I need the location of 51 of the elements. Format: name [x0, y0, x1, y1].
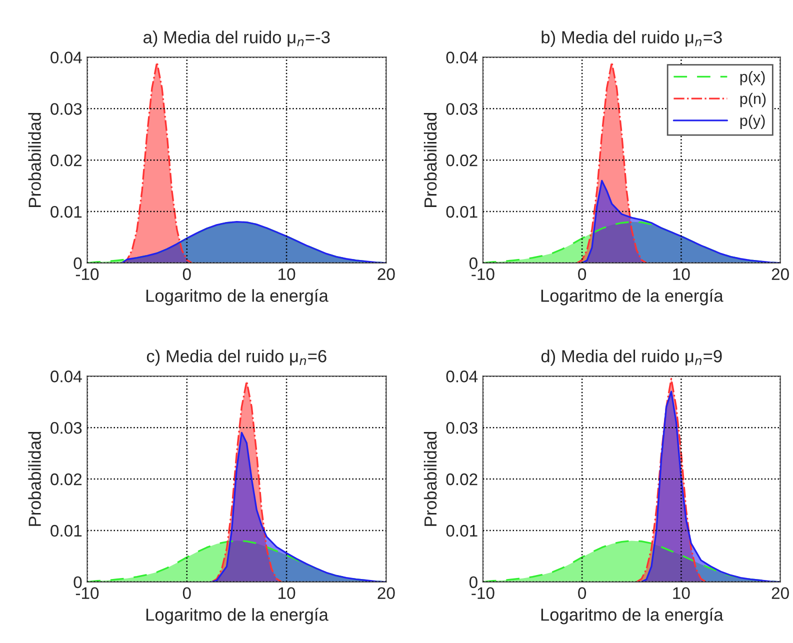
y-tick-label: 0.03	[50, 422, 82, 434]
chart-title: b) Media del ruido μ$_{n}$=3	[542, 30, 722, 47]
chart-title: a) Media del ruido μ$_{n}$=-3	[144, 30, 330, 47]
y-tick-label: 0.02	[50, 473, 82, 486]
x-tick-label: 20	[772, 268, 789, 280]
y-axis-title: Probabilidad	[28, 112, 41, 207]
y-tick-label: 0	[469, 257, 478, 270]
x-tick-label: 10	[278, 587, 296, 600]
y-tick-label: 0.04	[446, 370, 478, 382]
x-tick-label: 0	[182, 587, 191, 600]
x-tick-label: 0	[182, 268, 191, 280]
y-tick-label: 0.03	[446, 422, 478, 434]
y-tick-label: 0.04	[50, 370, 82, 382]
y-tick-label: 0	[74, 257, 82, 270]
x-tick-label: 0	[578, 587, 586, 600]
x-tick-label: 20	[378, 587, 395, 600]
y-axis-title: Probabilidad	[28, 432, 41, 526]
x-tick-label: 20	[772, 587, 789, 600]
y-tick-label: 0.02	[50, 154, 82, 166]
y-tick-label: 0.02	[446, 154, 478, 166]
y-tick-label: 0.01	[446, 524, 478, 537]
x-tick-label: 10	[673, 587, 690, 600]
y-tick-label: 0.01	[50, 206, 82, 218]
y-axis-title: Probabilidad	[424, 432, 437, 526]
x-tick-label: -10	[472, 268, 494, 280]
y-tick-label: 0.02	[446, 473, 478, 486]
x-tick-label: 0	[578, 268, 586, 280]
y-tick-label: 0.04	[446, 52, 478, 64]
y-tick-label: 0.03	[50, 103, 82, 115]
legend-label: p(y)	[740, 114, 765, 129]
chart-title: c) Media del ruido μ$_{n}$=6	[146, 350, 326, 366]
chart-title: d) Media del ruido μ$_{n}$=9	[541, 350, 722, 366]
legend-label: p(n)	[740, 92, 766, 108]
y-tick-label: 0.03	[446, 103, 478, 115]
y-tick-label: 0.04	[50, 52, 82, 64]
x-axis-title: Logaritmo de la energía	[146, 288, 328, 306]
y-tick-label: 0.01	[50, 524, 82, 537]
x-tick-label: 10	[673, 268, 690, 280]
y-tick-label: 0	[74, 576, 82, 588]
legend-label: p(x)	[740, 70, 765, 86]
x-tick-label: 20	[378, 268, 395, 280]
x-tick-label: 10	[278, 268, 296, 280]
x-tick-label: -10	[472, 587, 494, 600]
x-tick-label: -10	[76, 268, 99, 280]
x-axis-title: Logaritmo de la energía	[541, 608, 724, 624]
x-axis-title: Logaritmo de la energía	[541, 288, 724, 306]
y-tick-label: 0.01	[446, 206, 478, 218]
x-axis-title: Logaritmo de la energía	[146, 608, 328, 624]
y-tick-label: 0	[469, 576, 478, 588]
x-tick-label: -10	[76, 587, 99, 600]
y-axis-title: Probabilidad	[424, 112, 437, 207]
